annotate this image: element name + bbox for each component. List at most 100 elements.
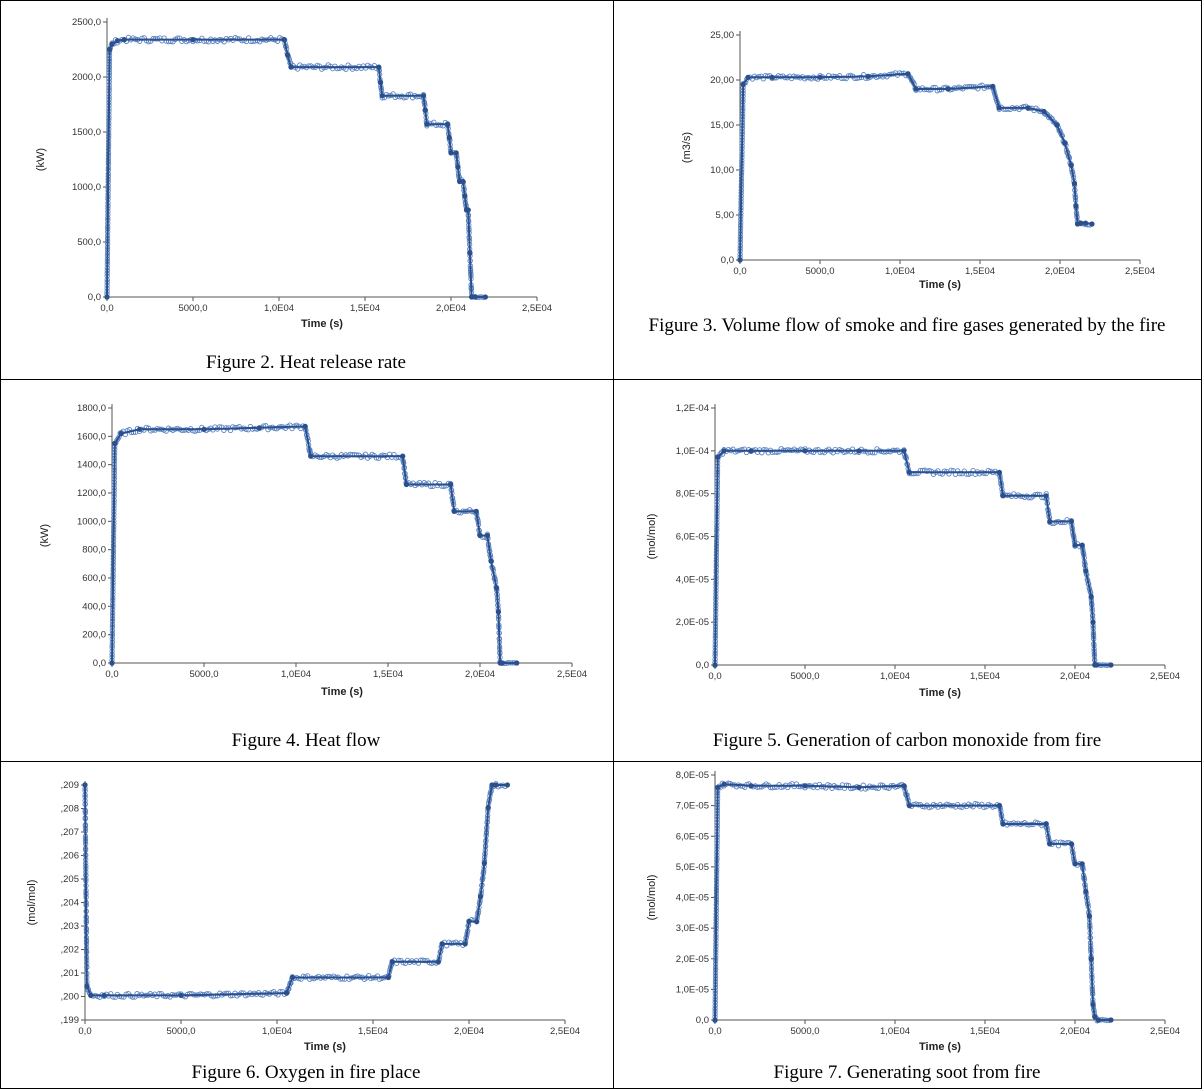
y-tick-label: 1,0E-04: [676, 446, 709, 457]
x-tick-label: 1,0E04: [262, 1026, 292, 1037]
x-axis-title: Time (s): [301, 318, 343, 330]
row-divider-2: [1, 761, 1201, 762]
x-tick-label: 1,5E04: [970, 671, 1000, 682]
data-point: [435, 959, 441, 965]
x-tick-label: 1,0E04: [885, 266, 915, 277]
data-point: [281, 37, 287, 43]
series-line: [714, 449, 1111, 666]
y-tick-label: 25,00: [710, 30, 734, 41]
data-point: [400, 453, 406, 459]
data-point: [474, 918, 480, 925]
y-tick-label: 500,0: [77, 237, 101, 248]
data-point: [1068, 518, 1074, 525]
y-axis-title: (m3/s): [681, 132, 693, 163]
x-tick-label: 1,5E04: [350, 303, 380, 314]
y-tick-label: 0,0: [696, 1015, 709, 1026]
data-point: [769, 74, 775, 80]
data-marker: [123, 991, 129, 997]
y-tick-label: 6,0E-05: [676, 532, 709, 543]
soot-chart: 8,0E-05 7,0E-05 6,0E-05 5,0E-05 4,0E-05 3,0E-…: [646, 770, 1180, 1053]
data-point: [740, 81, 746, 88]
data-point: [481, 860, 487, 866]
y-tick-label: ,209: [61, 780, 80, 791]
x-axis-title: Time (s): [919, 687, 961, 699]
x-tick-label: 5000,0: [805, 266, 834, 277]
data-point: [1054, 122, 1060, 128]
data-point: [1108, 662, 1114, 668]
data-point: [1043, 493, 1049, 499]
data-point: [482, 294, 488, 300]
x-axis-title: Time (s): [919, 279, 961, 291]
data-point: [1079, 542, 1085, 548]
x-tick-label: 1,5E04: [970, 1026, 1000, 1037]
data-point: [996, 469, 1002, 475]
column-divider: [613, 1, 614, 1088]
data-point: [109, 41, 115, 47]
y-tick-label: 20,00: [710, 75, 734, 86]
data-point: [1078, 220, 1084, 226]
y-tick-label: 0,0: [93, 658, 106, 669]
data-point: [485, 804, 491, 810]
data-point: [1000, 821, 1006, 827]
x-tick-label: 5000,0: [790, 1026, 819, 1037]
data-point: [285, 52, 291, 58]
y-tick-label: ,205: [61, 874, 80, 885]
data-point: [745, 74, 751, 80]
y-tick-label: 1200,0: [77, 488, 106, 499]
data-point: [1068, 162, 1074, 169]
data-point: [865, 73, 871, 79]
y-tick-label: ,204: [61, 898, 80, 909]
data-point: [495, 609, 501, 615]
data-point: [1071, 180, 1077, 187]
data-marker: [194, 427, 200, 434]
data-point: [453, 150, 459, 156]
data-point: [1083, 220, 1089, 226]
y-axis-title: (mol/mol): [26, 880, 38, 926]
y-tick-label: 4,0E-05: [676, 893, 709, 904]
data-point: [445, 121, 451, 127]
y-tick-label: 0,0: [721, 255, 734, 266]
data-point: [1072, 861, 1078, 867]
x-tick-label: 2,0E04: [465, 669, 495, 680]
carbon-monoxide-chart: 1,2E-04 1,0E-04 8,0E-05 6,0E-05 4,0E-05 2,0E-…: [646, 403, 1180, 699]
data-point: [455, 164, 461, 170]
data-point: [802, 783, 808, 789]
x-tick-label: 1,0E04: [264, 303, 294, 314]
x-tick-label: 5000,0: [189, 669, 218, 680]
y-tick-label: 5,00: [716, 210, 735, 221]
x-tick-label: 5000,0: [178, 303, 207, 314]
data-point: [488, 558, 494, 564]
data-point: [1062, 140, 1068, 146]
x-tick-label: 2,0E04: [1060, 671, 1090, 682]
series-line: [111, 425, 517, 664]
data-point: [514, 660, 520, 666]
data-point: [376, 64, 382, 70]
figure-2-caption: Figure 2. Heat release rate: [206, 352, 406, 373]
data-marker: [243, 426, 249, 432]
data-point: [424, 121, 430, 127]
y-tick-label: 200,0: [82, 630, 106, 641]
data-point: [748, 448, 754, 454]
y-tick-label: 6,0E-05: [676, 831, 709, 842]
x-tick-label: 2,0E04: [436, 303, 466, 314]
data-point: [494, 585, 500, 591]
data-point: [1088, 956, 1094, 962]
data-point: [1095, 1017, 1101, 1023]
data-point: [1041, 108, 1047, 115]
data-point: [1108, 1017, 1114, 1023]
data-point: [712, 1017, 718, 1023]
data-point: [465, 207, 471, 213]
y-tick-label: ,201: [61, 968, 80, 979]
volume-flow-chart: 25,00 20,00 15,00 10,00 5,00 0,00,0 5000,0 1,0E…: [681, 30, 1155, 291]
data-marker: [223, 990, 229, 996]
data-point: [1090, 619, 1096, 625]
x-tick-label: 0,0: [733, 266, 746, 277]
data-point: [379, 93, 385, 99]
data-point: [715, 784, 721, 790]
data-point: [499, 660, 505, 666]
data-point: [82, 782, 88, 788]
data-point: [385, 974, 391, 981]
x-axis-title: Time (s): [321, 686, 363, 698]
heat-flow-chart: 1800,0 1600,0 1400,0 1200,0 1000,0 800,0 600,0…: [39, 403, 587, 698]
data-marker: [238, 990, 244, 996]
